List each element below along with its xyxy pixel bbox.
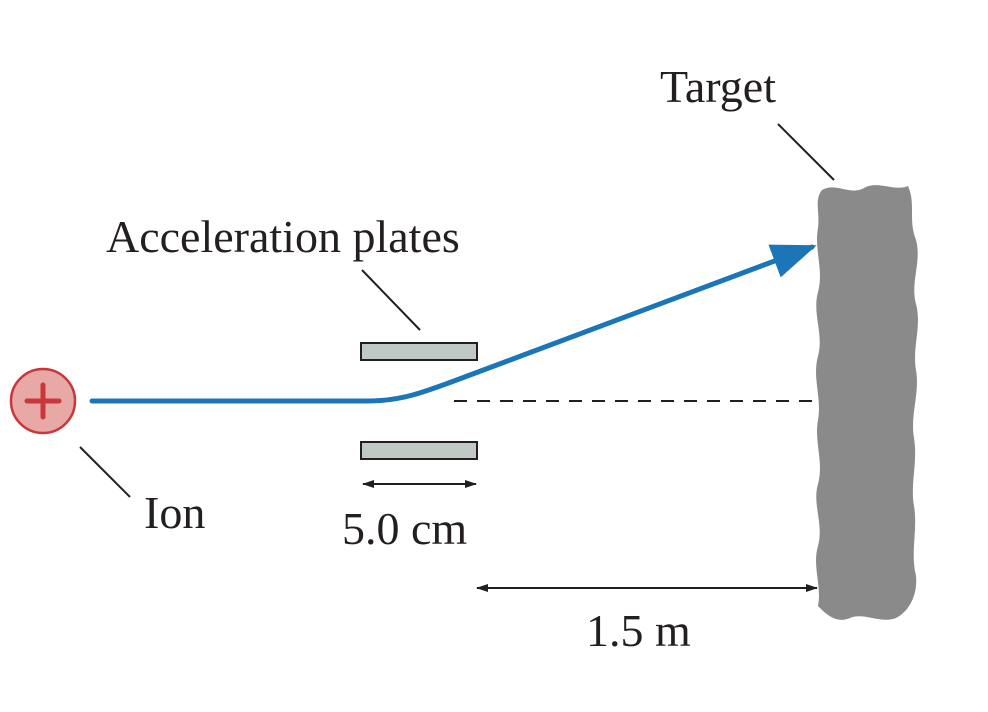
target-leader-line — [777, 123, 835, 181]
ion-trajectory — [89, 244, 817, 404]
ion-label: Ion — [144, 487, 205, 538]
upper-plate — [360, 342, 478, 361]
distance-label: 1.5 m — [586, 605, 691, 656]
target-block — [816, 185, 918, 620]
ion-leader-line — [79, 446, 131, 498]
plates-label: Acceleration plates — [106, 211, 460, 262]
target-label: Target — [660, 61, 776, 112]
plate-length-label: 5.0 cm — [342, 503, 467, 554]
lower-plate — [360, 441, 478, 460]
plates-leader-line — [361, 269, 421, 331]
positive-ion-icon — [9, 367, 77, 435]
